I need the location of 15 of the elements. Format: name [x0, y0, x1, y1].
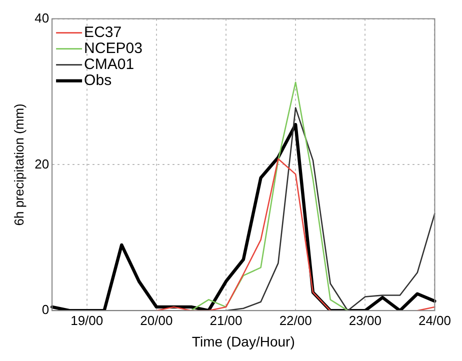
x-tick-label: 22/00 — [279, 312, 312, 328]
y-tick-label: 20 — [34, 156, 50, 172]
legend-label: Obs — [84, 72, 112, 89]
legend-label: CMA01 — [84, 56, 134, 73]
y-axis-title: 6h precipitation (mm) — [11, 104, 26, 226]
x-tick-label: 19/00 — [70, 312, 104, 328]
x-tick-label: 24/00 — [418, 312, 452, 328]
x-tick-label: 21/00 — [210, 312, 242, 328]
x-tick-label: 23/00 — [348, 312, 382, 328]
x-axis-title: Time (Day/Hour) — [192, 333, 295, 350]
y-tick-label: 0 — [42, 302, 50, 318]
y-tick-label: 40 — [34, 10, 50, 26]
legend-label: NCEP03 — [84, 40, 142, 57]
x-tick-label: 20/00 — [140, 312, 173, 328]
legend-label: EC37 — [84, 24, 122, 41]
